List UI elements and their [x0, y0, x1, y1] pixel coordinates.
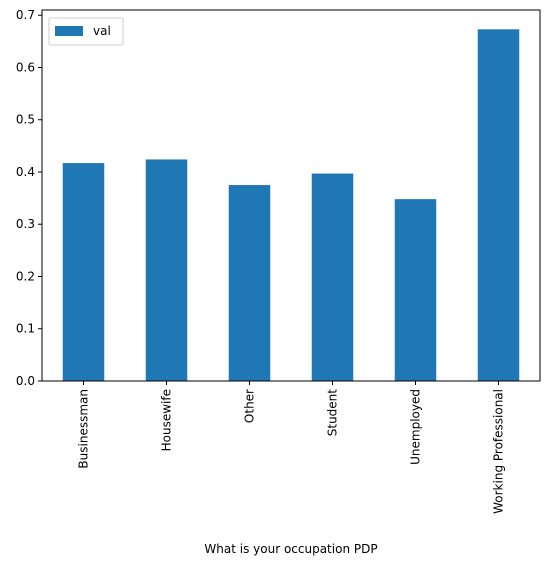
bar-businessman	[62, 163, 105, 381]
x-tick-label: Businessman	[77, 389, 91, 469]
x-tick-label: Working Professional	[492, 389, 506, 514]
y-tick-label: 0.7	[16, 8, 35, 22]
bar-other	[228, 185, 271, 381]
y-tick-label: 0.4	[16, 165, 35, 179]
y-tick-label: 0.3	[16, 217, 35, 231]
plot-frame	[41, 9, 541, 382]
bar-working-professional	[477, 29, 520, 382]
y-tick-label: 0.0	[16, 374, 35, 388]
legend-box	[48, 17, 124, 46]
x-tick-label: Student	[326, 389, 340, 437]
legend-swatch	[55, 26, 83, 36]
x-tick-label: Unemployed	[409, 389, 423, 465]
y-tick-label: 0.1	[16, 322, 35, 336]
y-tick-label: 0.6	[16, 60, 35, 74]
bars-group	[62, 29, 520, 382]
legend-label: val	[93, 24, 111, 38]
bar-student	[311, 173, 354, 381]
y-tick-label: 0.2	[16, 269, 35, 283]
bar-unemployed	[394, 199, 437, 381]
x-tick-label: Other	[243, 389, 257, 423]
x-tick-label: Housewife	[160, 389, 174, 451]
x-axis: Businessman Housewife Other Student Unemploy…	[77, 381, 506, 514]
legend: val	[48, 17, 124, 46]
x-axis-label: What is your occupation PDP	[204, 542, 377, 556]
bar-housewife	[145, 159, 188, 381]
y-tick-label: 0.5	[16, 113, 35, 127]
y-axis: 0.0 0.1 0.2 0.3 0.4 0.5 0.6 0.7	[16, 8, 42, 388]
